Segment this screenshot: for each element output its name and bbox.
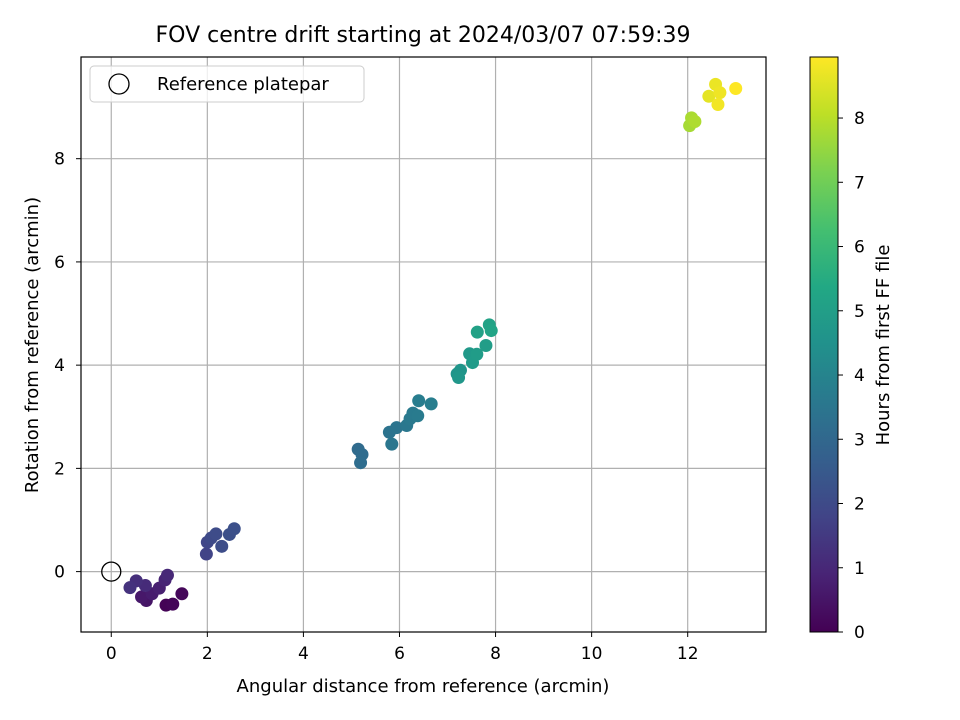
data-point [729,81,743,95]
data-point [424,397,438,411]
colorbar-tick-label: 0 [854,623,865,643]
reference-layer [101,561,122,582]
colorbar-tick-label: 2 [854,495,865,515]
grid-lines [81,57,766,632]
data-point [452,371,466,385]
chart-title: FOV centre drift starting at 2024/03/07 … [156,23,691,48]
data-point [215,539,229,553]
x-tick-label: 10 [581,644,603,664]
colorbar-tick-label: 8 [854,109,865,129]
x-tick-label: 0 [106,644,117,664]
data-point [199,547,213,561]
data-points [123,77,743,612]
data-point [354,456,368,470]
data-point [160,568,174,582]
data-point [411,409,425,423]
data-point [479,339,493,353]
colorbar-tick-label: 1 [854,559,865,579]
data-point [470,325,484,339]
data-point [711,97,725,111]
data-point [385,437,399,451]
data-point [209,527,223,541]
data-point [702,89,716,103]
colorbar-tick-label: 6 [854,238,865,258]
colorbar-tick-label: 7 [854,173,865,193]
legend-entry-label: Reference platepar [157,74,329,95]
legend-marker-open-circle [108,73,130,95]
colorbar [809,56,839,633]
x-axis-ticks: 0 2 4 6 8 10 12 [106,632,699,664]
data-point [227,522,241,536]
colorbar-ticks: 0 1 2 3 4 5 6 7 8 [838,109,865,643]
data-point [166,597,180,611]
y-tick-label: 2 [54,459,65,479]
legend: Reference platepar [89,65,365,103]
y-tick-label: 6 [54,253,65,273]
reference-point-marker [101,561,122,582]
y-axis-label: Rotation from reference (arcmin) [22,197,43,493]
data-point [135,590,149,604]
x-tick-label: 8 [490,644,501,664]
y-axis-ticks: 0 2 4 6 8 [54,150,81,583]
data-point [175,587,189,601]
x-tick-label: 6 [394,644,405,664]
x-tick-label: 4 [298,644,309,664]
data-point [390,421,404,435]
x-axis-label: Angular distance from reference (arcmin) [237,676,610,697]
colorbar-tick-label: 4 [854,366,865,386]
y-tick-label: 0 [54,563,65,583]
data-point [412,394,426,408]
colorbar-tick-label: 5 [854,302,865,322]
data-point [688,115,702,129]
colorbar-label: Hours from first FF file [873,245,894,446]
x-tick-label: 2 [202,644,213,664]
data-point [484,324,498,338]
x-tick-label: 12 [677,644,699,664]
data-point [123,581,137,595]
data-point [713,86,727,100]
legend-box [89,65,365,103]
plot-frame [80,56,767,633]
data-point [470,347,484,361]
y-tick-label: 4 [54,356,65,376]
y-tick-label: 8 [54,150,65,170]
colorbar-tick-label: 3 [854,430,865,450]
